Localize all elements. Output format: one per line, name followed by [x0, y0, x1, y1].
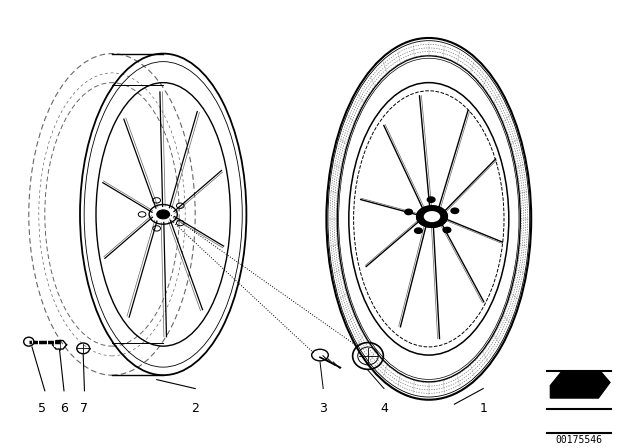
Text: 7: 7 [81, 402, 88, 415]
Text: 2: 2 [191, 402, 199, 415]
Text: 6: 6 [60, 402, 68, 415]
Text: 3: 3 [319, 402, 327, 415]
Ellipse shape [451, 208, 459, 214]
Ellipse shape [404, 209, 412, 215]
Text: 5: 5 [38, 402, 45, 415]
Polygon shape [550, 371, 610, 398]
Ellipse shape [415, 228, 422, 233]
Text: 1: 1 [479, 402, 487, 415]
Ellipse shape [443, 227, 451, 233]
Ellipse shape [417, 206, 447, 227]
Ellipse shape [423, 211, 441, 223]
Text: 00175546: 00175546 [556, 435, 603, 445]
Ellipse shape [157, 210, 170, 219]
Text: 4: 4 [380, 402, 388, 415]
Ellipse shape [428, 197, 435, 202]
